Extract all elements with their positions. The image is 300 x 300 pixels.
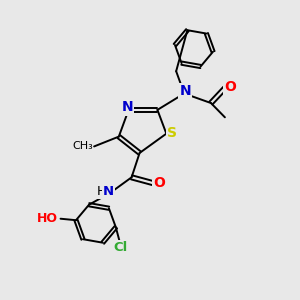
Text: S: S	[167, 126, 177, 140]
Text: O: O	[224, 80, 236, 94]
Text: Cl: Cl	[114, 241, 128, 254]
Text: N: N	[180, 84, 191, 98]
Text: CH₃: CH₃	[72, 141, 93, 152]
Text: O: O	[153, 176, 165, 190]
Text: HO: HO	[37, 212, 58, 225]
Text: H: H	[97, 185, 106, 198]
Text: N: N	[121, 100, 133, 115]
Text: N: N	[103, 185, 114, 198]
